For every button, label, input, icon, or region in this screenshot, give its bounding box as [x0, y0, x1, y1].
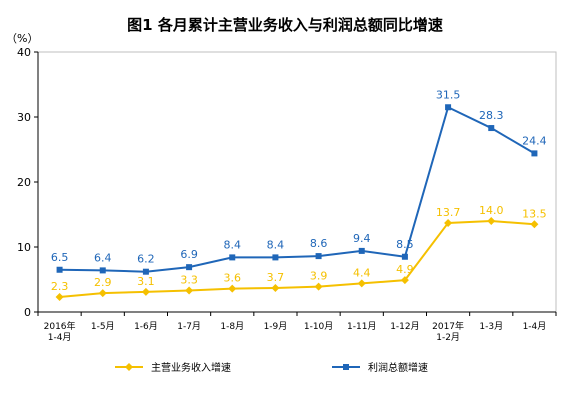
data-label: 28.3 — [479, 109, 504, 122]
x-tick-label: 2017年 — [432, 320, 464, 332]
data-label: 8.6 — [310, 237, 328, 250]
data-point — [141, 287, 150, 296]
series-layer — [55, 104, 539, 302]
legend: 主营业务收入增速 利润总额增速 — [115, 361, 428, 374]
data-label: 8.5 — [396, 238, 414, 251]
data-point — [400, 276, 409, 285]
data-label: 3.9 — [310, 270, 328, 283]
data-point — [98, 289, 107, 298]
data-label: 2.9 — [94, 276, 112, 289]
x-tick-label: 1-12月 — [390, 321, 419, 332]
x-tick-label: 1-7月 — [177, 321, 201, 332]
data-label: 9.4 — [353, 232, 371, 245]
x-tick-label: 1-5月 — [91, 321, 115, 332]
legend-label: 利润总额增速 — [368, 361, 428, 374]
data-label: 3.6 — [224, 272, 242, 285]
x-tick-label: 1-9月 — [264, 321, 288, 332]
x-tick-label: 1-10月 — [304, 321, 333, 332]
data-label: 3.7 — [267, 271, 285, 284]
data-point — [56, 266, 63, 273]
y-tick-label: 30 — [17, 111, 31, 124]
data-label: 4.4 — [353, 266, 371, 279]
data-point — [531, 150, 538, 157]
data-label: 14.0 — [479, 204, 504, 217]
data-point — [315, 253, 322, 260]
data-point — [358, 247, 365, 254]
data-label: 24.4 — [522, 134, 547, 147]
legend-marker — [125, 363, 133, 371]
data-point — [142, 268, 149, 275]
data-point — [99, 267, 106, 274]
data-point — [185, 286, 194, 295]
data-point — [314, 282, 323, 291]
legend-marker — [343, 364, 349, 370]
data-point — [55, 293, 64, 302]
data-point — [272, 254, 279, 261]
grid-layer — [37, 51, 557, 313]
data-point — [357, 279, 366, 288]
series-line-2 — [59, 105, 535, 273]
data-label: 3.3 — [180, 274, 198, 287]
legend-label: 主营业务收入增速 — [151, 361, 231, 374]
y-tick-label: 10 — [17, 241, 31, 254]
plot-frame — [37, 51, 557, 313]
data-label: 31.5 — [436, 88, 461, 101]
chart-title: 图1 各月累计主营业务收入与利润总额同比增速 — [127, 16, 443, 34]
data-label: 6.9 — [180, 248, 198, 261]
data-point — [444, 218, 453, 227]
data-label-layer: 2.3 2.9 3.1 3.3 3.6 3.7 3.9 4.4 4.9 13.7 14.0 13.5 6… — [51, 88, 547, 293]
data-point — [488, 125, 495, 132]
data-label: 6.2 — [137, 253, 155, 266]
y-tick-label: 40 — [17, 46, 31, 59]
x-tick-label: 1-4月 — [48, 332, 72, 343]
x-tick-label: 1-3月 — [479, 321, 503, 332]
data-point — [487, 217, 496, 225]
data-label: 8.4 — [267, 238, 285, 251]
y-tick-label: 20 — [17, 176, 31, 189]
data-label: 4.9 — [396, 263, 414, 276]
x-tick-label: 1-11月 — [347, 321, 376, 332]
data-point — [228, 284, 237, 293]
x-tick-label: 2016年 — [44, 320, 76, 332]
y-tick-label: 0 — [24, 306, 31, 319]
data-point — [229, 254, 236, 261]
data-label: 8.4 — [224, 238, 242, 251]
data-point — [401, 253, 408, 260]
data-label: 13.5 — [522, 207, 547, 220]
x-tick-label: 1-2月 — [436, 332, 460, 343]
x-tick-label: 1-6月 — [134, 321, 158, 332]
x-tick-label: 1-4月 — [523, 321, 547, 332]
data-label: 6.4 — [94, 251, 112, 264]
y-axis-label: （%） — [6, 32, 38, 45]
data-label: 6.5 — [51, 251, 69, 264]
series-line-1 — [59, 219, 535, 299]
data-point — [271, 283, 280, 292]
data-point — [186, 264, 193, 271]
data-label: 3.1 — [137, 275, 155, 288]
data-label: 2.3 — [51, 280, 69, 293]
data-label: 13.7 — [436, 206, 461, 219]
x-tick-label: 1-8月 — [220, 321, 244, 332]
data-point — [445, 104, 452, 111]
data-point — [530, 220, 539, 229]
